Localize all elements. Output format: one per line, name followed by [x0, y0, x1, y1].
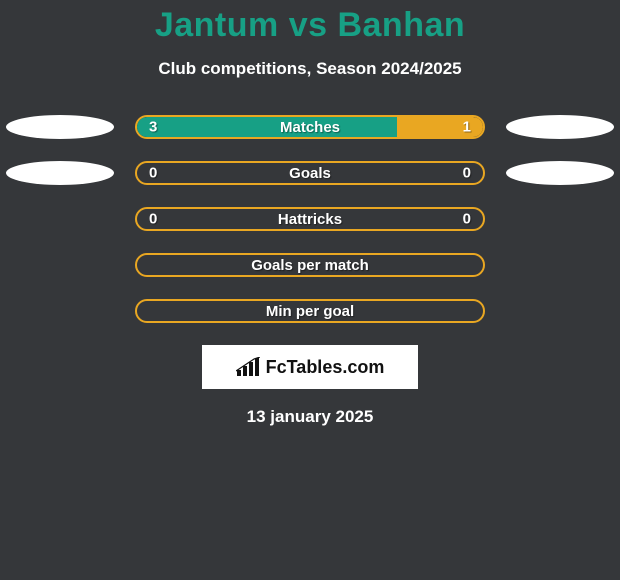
stat-row: Min per goal [0, 299, 620, 323]
stat-left-value: 3 [149, 119, 157, 136]
stat-bar: 0 Goals 0 [135, 161, 485, 185]
stat-right-value: 0 [463, 211, 471, 228]
brand-text: FcTables.com [266, 357, 385, 378]
bar-fill-left [137, 117, 397, 137]
page: Jantum vs Banhan Club competitions, Seas… [0, 0, 620, 580]
bar-chart-icon [236, 357, 260, 377]
subtitle: Club competitions, Season 2024/2025 [0, 59, 620, 79]
stat-label: Goals [289, 165, 331, 182]
team-left-logo-placeholder [6, 161, 114, 185]
page-title: Jantum vs Banhan [0, 0, 620, 45]
stat-label: Matches [280, 119, 340, 136]
stat-label: Hattricks [278, 211, 342, 228]
stat-label: Min per goal [266, 303, 354, 320]
brand-box[interactable]: FcTables.com [202, 345, 418, 389]
stat-label: Goals per match [251, 257, 369, 274]
stat-left-value: 0 [149, 211, 157, 228]
stat-row: 0 Hattricks 0 [0, 207, 620, 231]
team-left-logo-placeholder [6, 115, 114, 139]
stat-bar: Min per goal [135, 299, 485, 323]
stat-bar: 0 Hattricks 0 [135, 207, 485, 231]
stat-right-value: 0 [463, 165, 471, 182]
stat-row: Goals per match [0, 253, 620, 277]
stat-bar: 3 Matches 1 [135, 115, 485, 139]
stat-right-value: 1 [463, 119, 471, 136]
stat-rows: 3 Matches 1 0 Goals 0 0 Hattri [0, 115, 620, 323]
stat-bar: Goals per match [135, 253, 485, 277]
stat-row: 3 Matches 1 [0, 115, 620, 139]
team-right-logo-placeholder [506, 161, 614, 185]
stat-row: 0 Goals 0 [0, 161, 620, 185]
team-right-logo-placeholder [506, 115, 614, 139]
stat-left-value: 0 [149, 165, 157, 182]
footer-date: 13 january 2025 [0, 407, 620, 427]
